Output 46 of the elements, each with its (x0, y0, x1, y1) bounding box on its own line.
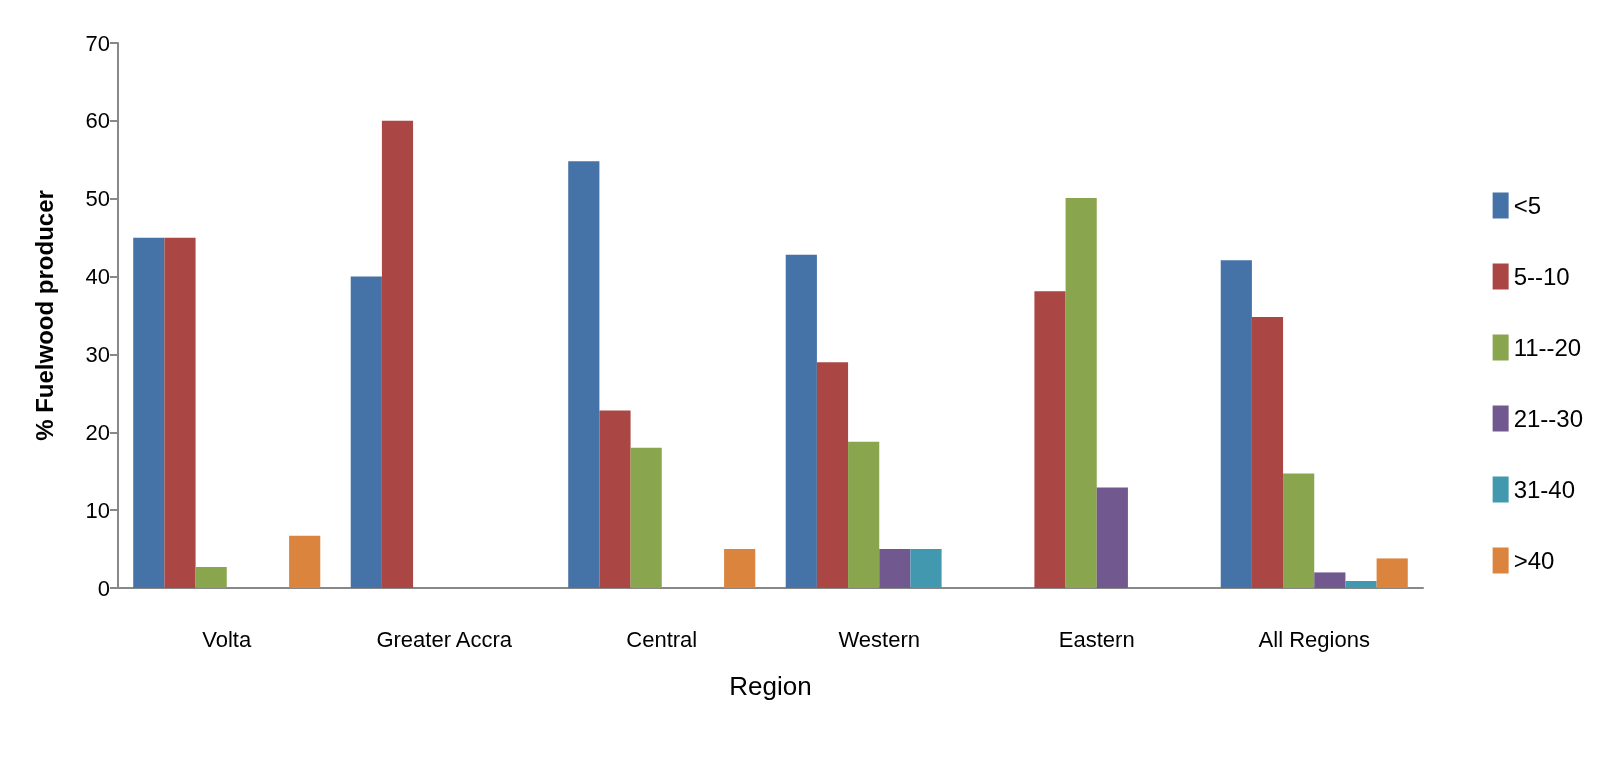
bar (1096, 487, 1128, 588)
bar (1283, 473, 1315, 588)
legend-label: <5 (1513, 192, 1541, 219)
x-tick-label: Greater Accra (376, 626, 513, 652)
bar (350, 276, 382, 588)
legend-label: 11--20 (1513, 334, 1582, 361)
y-tick-label: 40 (85, 264, 110, 290)
legend-label: 31-40 (1513, 476, 1576, 503)
bar (599, 410, 631, 588)
legend-label: 21--30 (1513, 405, 1583, 432)
x-axis-title: Region (729, 671, 812, 701)
bar (785, 254, 817, 588)
bar (1065, 197, 1097, 588)
y-tick-label: 20 (85, 419, 110, 445)
bar (1314, 572, 1346, 588)
y-tick-label: 10 (85, 497, 110, 523)
bar (568, 161, 600, 588)
bar (289, 535, 321, 588)
x-tick-label: Central (626, 626, 698, 652)
bar (630, 447, 662, 588)
y-tick-label: 30 (85, 341, 110, 367)
x-tick-label: Eastern (1058, 626, 1135, 652)
y-tick-label: 70 (85, 30, 110, 56)
bar (879, 549, 911, 588)
y-tick-label: 0 (97, 575, 110, 601)
bar (164, 237, 196, 588)
bar (1034, 291, 1066, 588)
x-tick-label: Western (838, 626, 921, 652)
bar (848, 441, 880, 588)
y-tick-label: 50 (85, 186, 110, 212)
bar (1220, 260, 1252, 588)
x-tick-label: All Regions (1258, 626, 1370, 652)
bar (1251, 317, 1284, 588)
bar (724, 549, 756, 588)
bar (1345, 580, 1377, 588)
y-axis-title: % Fuelwood producer (30, 190, 58, 441)
y-tick-label: 60 (85, 108, 110, 134)
legend-label: >40 (1513, 547, 1555, 574)
bar (816, 362, 849, 588)
bar (133, 237, 165, 588)
bar (910, 549, 942, 588)
bar (195, 566, 227, 588)
bar (381, 120, 414, 588)
legend-label: 5--10 (1513, 263, 1570, 290)
x-tick-label: Volta (202, 626, 252, 652)
bar (1376, 558, 1408, 588)
